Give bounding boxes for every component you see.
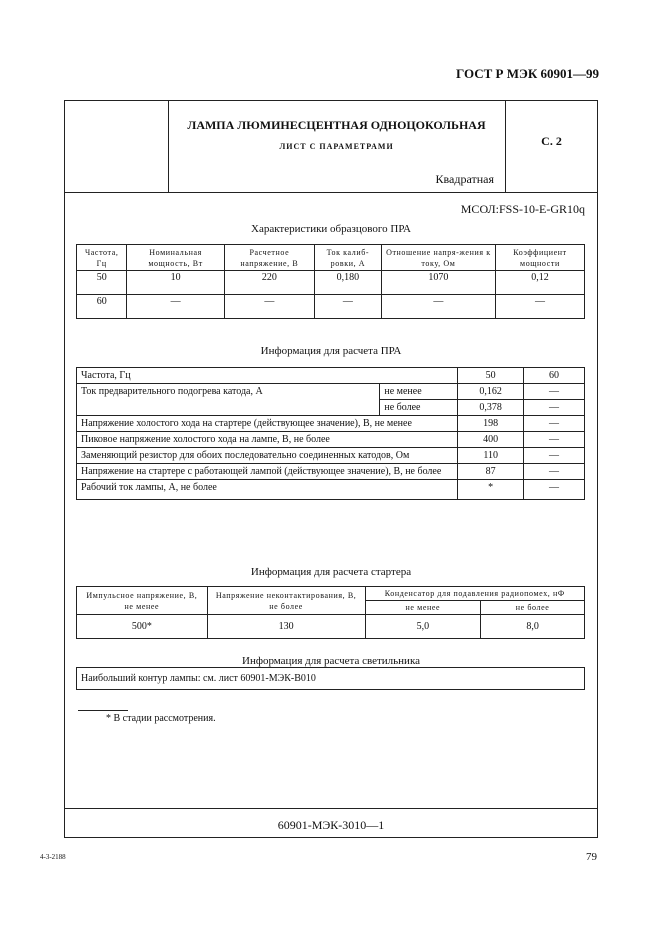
cell: — [523, 415, 585, 432]
ballast-table: Частота, Гц Номинальная мощность, Вт Рас… [75, 244, 586, 319]
starter-table: Импульсное напряжение, В, не менее Напряж… [76, 586, 585, 639]
print-code: 4-3-2188 [40, 853, 66, 861]
cell: — [523, 431, 585, 448]
cell: 400 [457, 431, 525, 448]
cell: — [313, 294, 382, 319]
cell: 500* [76, 614, 208, 639]
cell: Частота, Гц [75, 367, 459, 384]
cell: — [494, 294, 586, 319]
lamp-designation: МСОЛ:FSS-10-E-GR10q [460, 202, 585, 216]
cell: 60 [75, 294, 128, 319]
sheet-title: ЛАМПА ЛЮМИНЕСЦЕНТНАЯ ОДНОЦОКОЛЬНАЯ [187, 118, 486, 132]
cell: 10 [126, 270, 225, 295]
cell: — [523, 399, 585, 416]
header-cell: не менее [364, 600, 482, 615]
header-cell: Конденсатор для подавления радиопомех, н… [364, 586, 585, 601]
cell: — [223, 294, 315, 319]
cell: 87 [457, 463, 525, 480]
cell: 5,0 [364, 614, 482, 639]
header-cell: Ток калиб-ровки, А [313, 244, 382, 271]
table-row: 60— — — — — [75, 294, 586, 319]
divider [64, 808, 598, 809]
table-row: не более 0,378— [77, 399, 585, 416]
cell: 220 [223, 270, 315, 295]
cell: 198 [457, 415, 525, 432]
calc-caption: Информация для расчета ПРА [260, 345, 402, 357]
cell: 0,12 [494, 270, 586, 295]
divider [505, 100, 506, 192]
page-number: 79 [586, 851, 597, 863]
cell: Пиковое напряжение холостого хода на лам… [75, 431, 459, 448]
luminaire-caption: Информация для расчета светильника [242, 655, 420, 667]
table-row: Пиковое напряжение холостого хода на лам… [75, 431, 585, 448]
cell: не более [379, 399, 459, 416]
footnote-rule [78, 710, 128, 711]
cell: Наибольший контур лампы: см. лист 60901-… [76, 667, 585, 690]
cell: — [523, 383, 585, 400]
table-row: Наибольший контур лампы: см. лист 60901-… [76, 667, 585, 690]
cell: 50 [75, 270, 128, 295]
cell: Рабочий ток лампы, А, не более [75, 479, 459, 500]
cell: — [523, 447, 585, 464]
calc-table: Частота, Гц 50 60 Ток предварительного под… [75, 367, 585, 500]
cell: 8,0 [480, 614, 585, 639]
cell: Заменяющий резистор для обоих последоват… [75, 447, 459, 464]
header-cell: Номинальная мощность, Вт [126, 244, 225, 271]
header-cell: Напряжение неконтактирования, В, не боле… [206, 586, 366, 615]
table-row: Ток предварительного подогрева катода, А… [75, 383, 585, 416]
header-cell: Импульсное напряжение, В, не менее [76, 586, 208, 615]
starter-caption: Информация для расчета стартера [250, 566, 412, 578]
header-cell: Расчетное напряжение, В [223, 244, 315, 271]
table-row: Напряжение на стартере с работающей ламп… [75, 463, 585, 480]
table-row: Заменяющий резистор для обоих последоват… [75, 447, 585, 464]
cell: * [457, 479, 525, 500]
table-row: 50 10 220 0,180 1070 0,12 [75, 270, 586, 295]
sheet-subtitle: ЛИСТ С ПАРАМЕТРАМИ [279, 142, 394, 151]
cell: Ток предварительного подогрева катода, А [75, 383, 381, 416]
cell: не менее [379, 383, 459, 400]
ballast-caption: Характеристики образцового ПРА [251, 223, 411, 235]
sheet-frame [64, 100, 598, 838]
shape-label: Квадратная [435, 172, 494, 186]
table-row: Напряжение холостого хода на стартере (д… [75, 415, 585, 432]
cell: 130 [206, 614, 366, 639]
cell: Напряжение на стартере с работающей ламп… [75, 463, 459, 480]
divider [168, 100, 169, 192]
divider [64, 192, 598, 193]
cell: 1070 [380, 270, 496, 295]
cell: — [523, 463, 585, 480]
standard-number: ГОСТ Р МЭК 60901—99 [456, 66, 599, 81]
header-cell: не более [480, 600, 585, 615]
cell: 60 [523, 367, 585, 384]
footnote: * В стадии рассмотрения. [106, 713, 216, 724]
table-row: 500* 130 5,0 8,0 [76, 614, 585, 639]
cell: 50 [457, 367, 525, 384]
table-row: Рабочий ток лампы, А, не более * — [75, 479, 585, 500]
cell: 0,180 [313, 270, 382, 295]
cell: 0,378 [457, 399, 525, 416]
table-row: Частота, Гц 50 60 [75, 367, 585, 384]
sheet-number: 60901-МЭК-3010—1 [277, 818, 385, 832]
cell: 0,162 [457, 383, 525, 400]
luminaire-table: Наибольший контур лампы: см. лист 60901-… [76, 667, 585, 690]
header-cell: Отношение напря-жения к току, Ом [380, 244, 496, 271]
cell: 110 [457, 447, 525, 464]
cell: — [523, 479, 585, 500]
header-cell: Частота, Гц [75, 244, 128, 271]
header-cell: Коэффициент мощности [494, 244, 586, 271]
page-ref: С. 2 [541, 134, 562, 148]
cell: — [380, 294, 496, 319]
cell: Напряжение холостого хода на стартере (д… [75, 415, 459, 432]
cell: — [126, 294, 225, 319]
